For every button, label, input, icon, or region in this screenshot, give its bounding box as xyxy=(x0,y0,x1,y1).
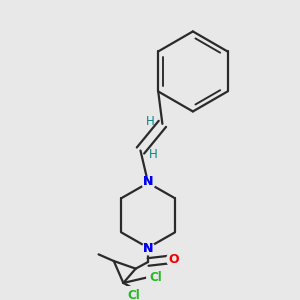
Text: H: H xyxy=(148,148,157,161)
Text: Cl: Cl xyxy=(128,289,140,300)
Text: Cl: Cl xyxy=(149,271,162,284)
Text: O: O xyxy=(169,253,179,266)
Text: N: N xyxy=(143,242,153,255)
Text: N: N xyxy=(143,176,153,188)
Text: N: N xyxy=(143,176,153,188)
Text: H: H xyxy=(146,116,154,128)
Text: N: N xyxy=(143,242,153,255)
